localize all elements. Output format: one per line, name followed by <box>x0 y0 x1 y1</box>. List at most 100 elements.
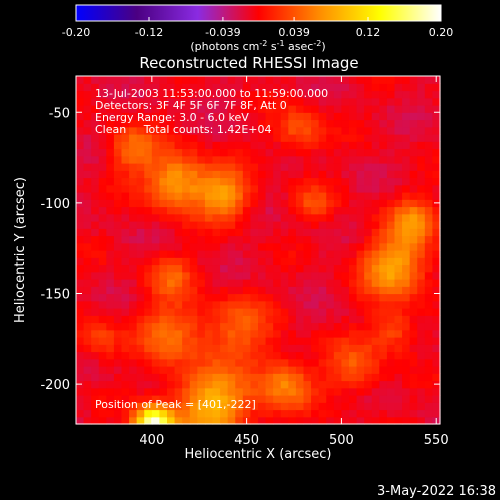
heatmap-cell <box>280 134 289 142</box>
heatmap-cell <box>424 119 434 128</box>
heatmap-cell <box>227 199 236 208</box>
heatmap-cell <box>402 177 411 186</box>
heatmap-cell <box>189 192 198 200</box>
heatmap-cell <box>144 329 153 338</box>
heatmap-cell <box>106 112 115 121</box>
heatmap-cell <box>167 163 176 171</box>
heatmap-cell <box>167 416 176 425</box>
heatmap-cell <box>379 250 388 258</box>
heatmap-cell <box>204 206 214 215</box>
heatmap-cell <box>311 141 320 150</box>
heatmap-cell <box>311 192 320 200</box>
heatmap-cell <box>280 344 289 353</box>
heatmap-cell <box>235 177 244 186</box>
heatmap-cell <box>417 293 426 302</box>
heatmap-cell <box>129 235 138 244</box>
heatmap-cell <box>144 141 153 150</box>
heatmap-cell <box>333 322 343 331</box>
heatmap-cell <box>326 387 335 396</box>
heatmap-cell <box>235 213 244 222</box>
heatmap-cell <box>364 228 373 237</box>
heatmap-cell <box>204 271 214 280</box>
heatmap-cell <box>417 351 426 360</box>
heatmap-cell <box>371 119 380 128</box>
x-tick-label: 500 <box>329 433 354 448</box>
heatmap-cell <box>409 329 418 338</box>
heatmap-cell <box>318 358 327 367</box>
heatmap-cell <box>258 119 267 128</box>
heatmap-cell <box>333 242 343 251</box>
heatmap-cell <box>349 250 358 258</box>
heatmap-cell <box>167 155 176 164</box>
heatmap-cell <box>235 387 244 396</box>
heatmap-cell <box>371 286 380 295</box>
heatmap-cell <box>129 206 138 215</box>
heatmap-cell <box>326 134 335 142</box>
heatmap-cell <box>364 380 373 389</box>
heatmap-cell <box>159 126 168 135</box>
heatmap-cell <box>174 242 183 251</box>
heatmap-cell <box>129 170 138 179</box>
heatmap-cell <box>106 366 115 374</box>
heatmap-cell <box>250 148 259 157</box>
heatmap-cell <box>220 126 229 135</box>
heatmap-cell <box>379 395 388 403</box>
heatmap-cell <box>242 358 252 367</box>
heatmap-cell <box>295 184 305 193</box>
heatmap-cell <box>174 192 183 200</box>
heatmap-cell <box>364 76 373 84</box>
heatmap-cell <box>295 351 305 360</box>
heatmap-cell <box>288 126 297 135</box>
heatmap-cell <box>356 126 365 135</box>
heatmap-cell <box>167 380 176 389</box>
heatmap-cell <box>409 119 418 128</box>
heatmap-cell <box>197 271 206 280</box>
heatmap-cell <box>394 358 403 367</box>
heatmap-cell <box>303 315 312 324</box>
heatmap-cell <box>371 380 380 389</box>
heatmap-cell <box>250 250 259 258</box>
heatmap-cell <box>227 155 236 164</box>
heatmap-cell <box>333 308 343 316</box>
heatmap-cell <box>159 134 168 142</box>
heatmap-cell <box>295 380 305 389</box>
heatmap-cell <box>220 387 229 396</box>
heatmap-cell <box>242 344 252 353</box>
heatmap-cell <box>288 366 297 374</box>
heatmap-cell <box>197 250 206 258</box>
heatmap-cell <box>402 271 411 280</box>
heatmap-cell <box>318 373 327 382</box>
heatmap-cell <box>288 416 297 425</box>
heatmap-cell <box>106 134 115 142</box>
heatmap-cell <box>159 373 168 382</box>
heatmap-cell <box>113 163 123 171</box>
heatmap-cell <box>258 402 267 411</box>
heatmap-cell <box>159 242 168 251</box>
heatmap-cell <box>129 286 138 295</box>
heatmap-cell <box>333 83 343 92</box>
heatmap-cell <box>333 235 343 244</box>
heatmap-cell <box>220 351 229 360</box>
heatmap-cell <box>318 163 327 171</box>
heatmap-cell <box>242 141 252 150</box>
heatmap-cell <box>250 235 259 244</box>
heatmap-cell <box>136 228 145 237</box>
heatmap-cell <box>424 141 434 150</box>
heatmap-cell <box>98 148 107 157</box>
heatmap-cell <box>333 250 343 258</box>
heatmap-cell <box>265 141 274 150</box>
heatmap-cell <box>113 257 123 266</box>
heatmap-cell <box>318 395 327 403</box>
heatmap-cell <box>356 409 365 418</box>
heatmap-cell <box>333 148 343 157</box>
heatmap-cell <box>136 366 145 374</box>
heatmap-cell <box>121 344 130 353</box>
heatmap-cell <box>295 322 305 331</box>
heatmap-cell <box>311 97 320 106</box>
heatmap-cell <box>91 308 100 316</box>
heatmap-cell <box>364 105 373 113</box>
heatmap-cell <box>91 250 100 258</box>
heatmap-cell <box>220 308 229 316</box>
heatmap-cell <box>341 257 350 266</box>
heatmap-cell <box>212 242 221 251</box>
